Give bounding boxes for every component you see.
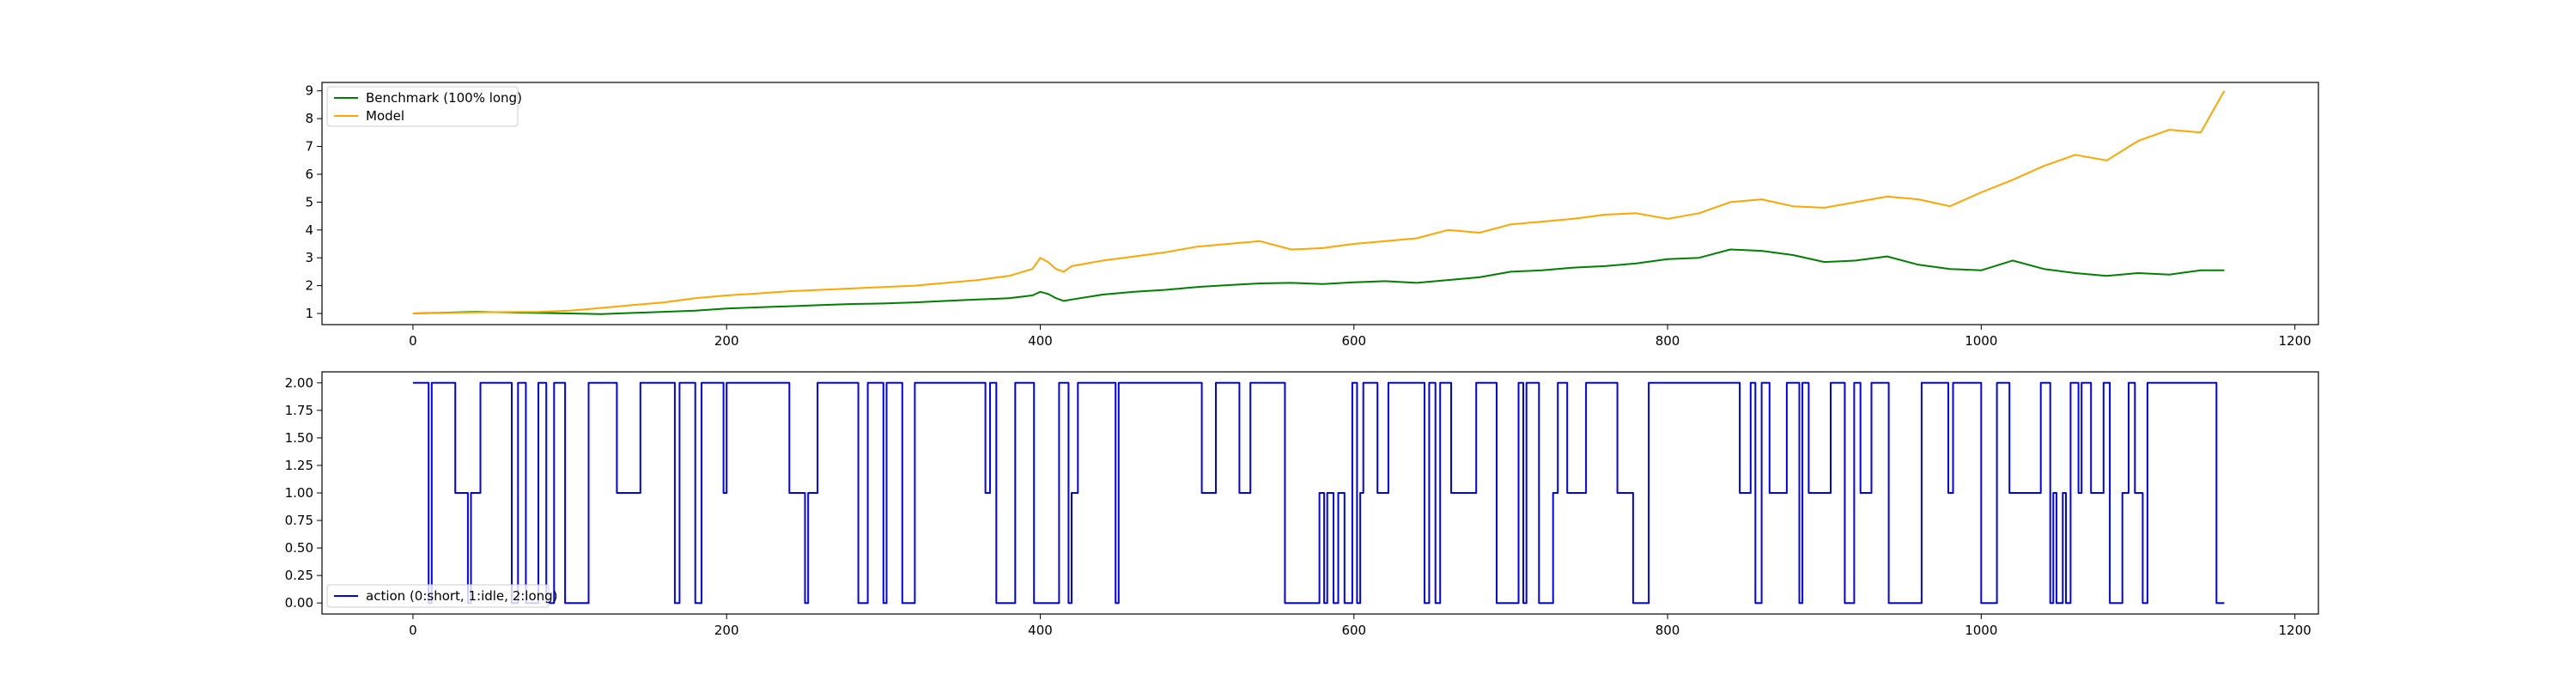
model-legend-label: Model: [366, 108, 404, 124]
action-x-tick-label: 600: [1341, 623, 1366, 638]
equity-curve-chart: 0 200 400 600 800 1000 1200 1 2 3 4 5 6 7 8 9 Benchmar…: [305, 82, 2319, 349]
action-y-tick-label: 1.25: [285, 458, 313, 473]
equity-y-tick-label: 2: [305, 278, 313, 294]
action-y-tick-label: 1.50: [285, 430, 313, 446]
equity-x-tick-label: 0: [409, 333, 417, 349]
equity-x-tick-label: 1200: [2279, 333, 2312, 349]
action-y-ticks: 0.00 0.25 0.50 0.75 1.00 1.25 1.50 1.75 2.00: [285, 375, 322, 611]
action-legend-label: action (0:short, 1:idle, 2:long): [366, 588, 558, 604]
action-legend: action (0:short, 1:idle, 2:long): [326, 584, 558, 608]
equity-x-ticks: 0 200 400 600 800 1000 1200: [409, 325, 2312, 349]
equity-y-tick-label: 8: [305, 111, 313, 126]
equity-x-tick-label: 1000: [1965, 333, 1997, 349]
action-y-tick-label: 0.00: [285, 595, 313, 611]
action-x-tick-label: 0: [409, 623, 417, 638]
equity-legend-box: [326, 86, 519, 127]
action-x-ticks: 0 200 400 600 800 1000 1200: [409, 614, 2312, 638]
action-y-tick-label: 1.00: [285, 485, 313, 501]
action-line: [412, 381, 2225, 605]
equity-y-tick-label: 6: [305, 167, 313, 182]
benchmark-legend-label: Benchmark (100% long): [366, 90, 522, 106]
equity-y-tick-label: 9: [305, 83, 313, 99]
action-y-tick-label: 0.75: [285, 513, 313, 528]
equity-y-ticks: 1 2 3 4 5 6 7 8 9: [305, 83, 322, 321]
model-line: [412, 90, 2226, 314]
action-x-tick-label: 1000: [1965, 623, 1997, 638]
action-x-tick-label: 200: [714, 623, 739, 638]
equity-y-tick-label: 4: [305, 222, 313, 238]
equity-x-tick-label: 600: [1341, 333, 1366, 349]
equity-y-tick-label: 7: [305, 139, 313, 155]
equity-axes-frame: [321, 82, 2319, 325]
action-y-tick-label: 1.75: [285, 403, 313, 418]
action-y-tick-label: 2.00: [285, 375, 313, 391]
equity-series: [412, 90, 2226, 315]
equity-x-tick-label: 400: [1028, 333, 1053, 349]
action-series: [412, 381, 2225, 605]
action-y-tick-label: 0.50: [285, 540, 313, 556]
benchmark-line: [412, 248, 2225, 315]
action-x-tick-label: 1200: [2279, 623, 2312, 638]
equity-legend: Benchmark (100% long) Model: [326, 86, 522, 127]
equity-y-tick-label: 3: [305, 250, 313, 265]
action-chart: 0 200 400 600 800 1000 1200 0.00 0.25 0.50 0.75 1.…: [285, 371, 2319, 638]
equity-y-tick-label: 5: [305, 194, 313, 210]
action-x-tick-label: 800: [1656, 623, 1680, 638]
equity-x-tick-label: 800: [1656, 333, 1680, 349]
action-legend-box: [326, 584, 550, 608]
equity-x-tick-label: 200: [714, 333, 739, 349]
action-x-tick-label: 400: [1028, 623, 1053, 638]
equity-y-tick-label: 1: [305, 306, 313, 321]
action-y-tick-label: 0.25: [285, 568, 313, 583]
